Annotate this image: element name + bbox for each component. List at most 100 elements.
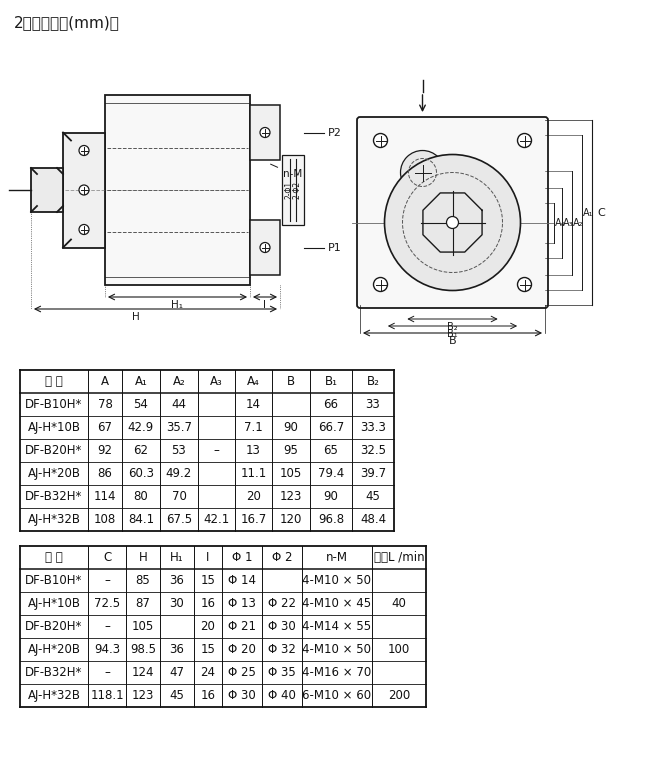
Text: Φ 14: Φ 14 [228, 574, 256, 587]
Text: H₁: H₁ [170, 551, 184, 564]
Circle shape [517, 278, 531, 291]
Text: n-M: n-M [271, 164, 302, 179]
Text: 33: 33 [366, 398, 381, 411]
Text: Φ 30: Φ 30 [268, 620, 296, 633]
Text: H: H [139, 551, 147, 564]
Text: AJ-H*20B: AJ-H*20B [27, 643, 80, 656]
Circle shape [79, 145, 89, 155]
Text: 30: 30 [170, 597, 184, 610]
Text: A₃: A₃ [210, 375, 223, 388]
Bar [250, 105, 280, 160]
Text: 70: 70 [172, 490, 186, 503]
Text: 14: 14 [246, 398, 261, 411]
Circle shape [385, 155, 521, 291]
Text: B₁: B₁ [324, 375, 338, 388]
Text: 32.5: 32.5 [360, 444, 386, 457]
Text: –: – [104, 574, 110, 587]
Text: 120: 120 [280, 513, 302, 526]
Text: 67: 67 [98, 421, 113, 434]
Bar [31, 168, 63, 212]
Text: DF-B10H*: DF-B10H* [25, 398, 82, 411]
Text: 72.5: 72.5 [94, 597, 120, 610]
Text: 33.3: 33.3 [360, 421, 386, 434]
Text: Φ 25: Φ 25 [228, 666, 256, 679]
Text: 114: 114 [94, 490, 117, 503]
Text: DF-B32H*: DF-B32H* [25, 666, 82, 679]
Text: 85: 85 [135, 574, 150, 587]
Text: B₂: B₂ [447, 322, 458, 332]
Text: 62: 62 [133, 444, 149, 457]
Text: A₄: A₄ [247, 375, 260, 388]
Text: –: – [104, 620, 110, 633]
Text: A₃: A₃ [563, 217, 574, 227]
Text: P1: P1 [328, 243, 342, 252]
Text: 66.7: 66.7 [318, 421, 344, 434]
Text: 13: 13 [246, 444, 261, 457]
Text: B: B [287, 375, 295, 388]
Text: 20: 20 [246, 490, 261, 503]
Text: 36: 36 [170, 643, 184, 656]
Text: Φ 21: Φ 21 [228, 620, 256, 633]
Text: 84.1: 84.1 [128, 513, 154, 526]
Text: 4-M10 × 50: 4-M10 × 50 [302, 574, 371, 587]
Text: 35.7: 35.7 [166, 421, 192, 434]
Text: 94.3: 94.3 [94, 643, 120, 656]
Text: 6-M10 × 60: 6-M10 × 60 [302, 689, 372, 702]
Text: H: H [131, 312, 139, 322]
Text: A₂: A₂ [173, 375, 186, 388]
Text: 200: 200 [388, 689, 410, 702]
Text: 48.4: 48.4 [360, 513, 386, 526]
Text: Φ 40: Φ 40 [268, 689, 296, 702]
Circle shape [79, 224, 89, 235]
Text: 40: 40 [391, 597, 407, 610]
Text: 11.1: 11.1 [241, 467, 267, 480]
Text: I: I [263, 300, 267, 310]
Text: 2-Φ1: 2-Φ1 [285, 181, 293, 199]
Text: 79.4: 79.4 [318, 467, 344, 480]
Text: 2、板式连接(mm)：: 2、板式连接(mm)： [14, 15, 120, 30]
Text: I: I [206, 551, 210, 564]
Text: H₁: H₁ [172, 300, 184, 310]
Text: 44: 44 [172, 398, 186, 411]
Text: DF-B10H*: DF-B10H* [25, 574, 82, 587]
Text: A: A [101, 375, 109, 388]
Text: Φ 30: Φ 30 [228, 689, 256, 702]
Circle shape [401, 151, 444, 194]
Circle shape [79, 185, 89, 195]
Text: 24: 24 [200, 666, 216, 679]
FancyBboxPatch shape [357, 117, 548, 308]
Text: 16: 16 [200, 689, 216, 702]
Text: 42.9: 42.9 [128, 421, 154, 434]
Bar [105, 95, 250, 285]
Circle shape [517, 134, 531, 148]
Text: 108: 108 [94, 513, 116, 526]
Text: 39.7: 39.7 [360, 467, 386, 480]
Text: 92: 92 [98, 444, 113, 457]
Text: A₁: A₁ [135, 375, 147, 388]
Text: A₄: A₄ [555, 217, 565, 227]
Text: 65: 65 [324, 444, 338, 457]
Text: C: C [103, 551, 111, 564]
Text: 型 号: 型 号 [45, 375, 63, 388]
Text: Φ 13: Φ 13 [228, 597, 256, 610]
Bar [282, 155, 304, 225]
Text: AJ-H*10B: AJ-H*10B [27, 597, 80, 610]
Text: 66: 66 [324, 398, 338, 411]
Text: 67.5: 67.5 [166, 513, 192, 526]
Text: 4-M10 × 45: 4-M10 × 45 [302, 597, 372, 610]
Text: AJ-H*32B: AJ-H*32B [27, 513, 80, 526]
Text: Φ 22: Φ 22 [268, 597, 296, 610]
Text: B: B [449, 336, 456, 346]
Text: 105: 105 [280, 467, 302, 480]
Text: 流量L /min: 流量L /min [374, 551, 424, 564]
Text: 124: 124 [132, 666, 154, 679]
Text: Φ 20: Φ 20 [228, 643, 256, 656]
Text: B₂: B₂ [366, 375, 379, 388]
Text: n-M: n-M [326, 551, 348, 564]
Bar [63, 132, 105, 248]
Text: 47: 47 [170, 666, 184, 679]
Text: 78: 78 [98, 398, 113, 411]
Text: 16.7: 16.7 [241, 513, 267, 526]
Circle shape [260, 243, 270, 252]
Circle shape [373, 134, 387, 148]
